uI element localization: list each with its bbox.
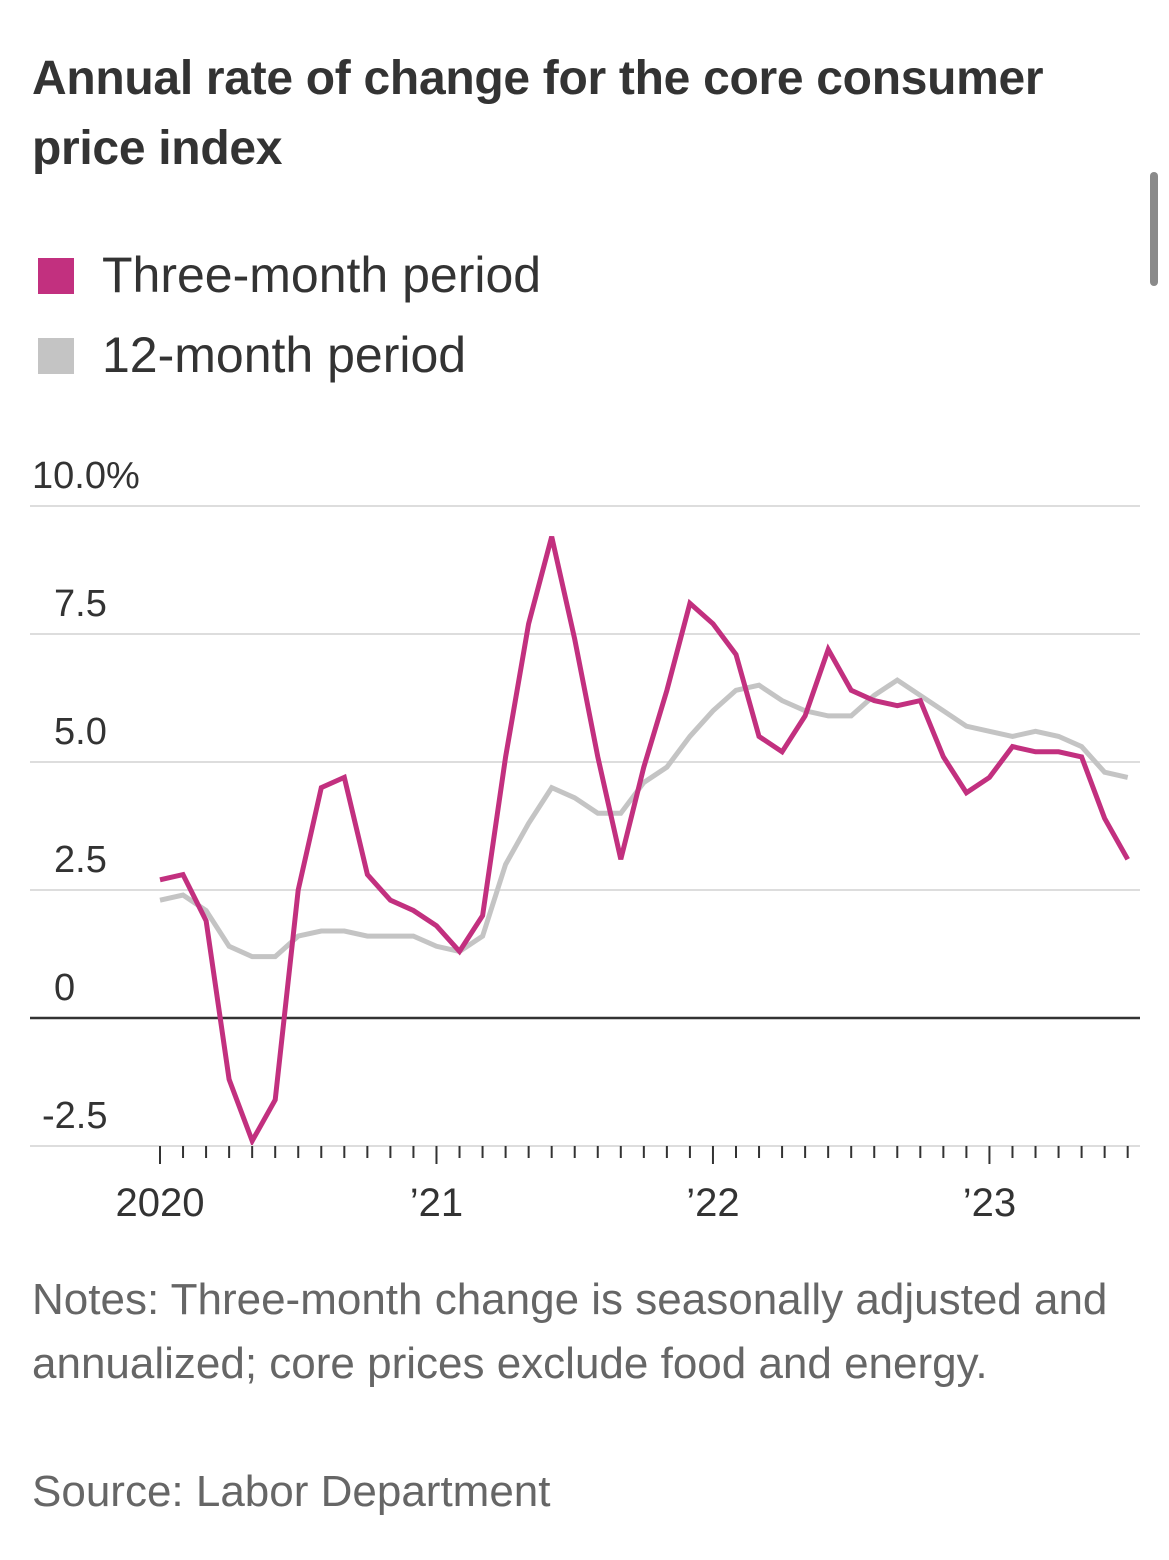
y-tick-label: -2.5 — [42, 1095, 107, 1137]
y-tick-label: 0 — [54, 967, 75, 1009]
series-line-twelve-month — [159, 677, 1129, 960]
legend-swatch-twelve-month — [38, 338, 74, 374]
y-tick-label: 2.5 — [54, 839, 107, 881]
y-tick-label: 10.0% — [32, 455, 140, 497]
x-tick-label: 2020 — [116, 1181, 205, 1225]
scrollbar-thumb[interactable] — [1150, 172, 1158, 286]
chart-source: Source: Labor Department — [32, 1467, 551, 1516]
y-tick-label: 5.0 — [54, 711, 107, 753]
legend-label-twelve-month: 12-month period — [102, 327, 467, 383]
x-tick-label: ’22 — [686, 1181, 739, 1225]
gridlines — [30, 505, 1140, 891]
x-axis: 2020 ’21 ’22 ’23 — [30, 1145, 1140, 1225]
x-tick-label: ’23 — [963, 1181, 1016, 1225]
line-chart: 10.0% 7.5 5.0 2.5 0 -2.5 2020 ’21 ’22 ’23 — [30, 455, 1140, 1225]
y-axis-labels: 10.0% 7.5 5.0 2.5 0 -2.5 — [32, 455, 140, 1137]
series-lines — [159, 536, 1130, 1147]
y-tick-label: 7.5 — [54, 583, 107, 625]
series-line-three-month — [159, 536, 1130, 1147]
legend-swatch-three-month — [38, 258, 74, 294]
chart-notes: Notes: Three-month change is seasonally … — [32, 1275, 1108, 1388]
legend-label-three-month: Three-month period — [102, 247, 542, 303]
x-tick-label: ’21 — [410, 1181, 463, 1225]
chart-title: Annual rate of change for the core consu… — [32, 52, 1044, 175]
